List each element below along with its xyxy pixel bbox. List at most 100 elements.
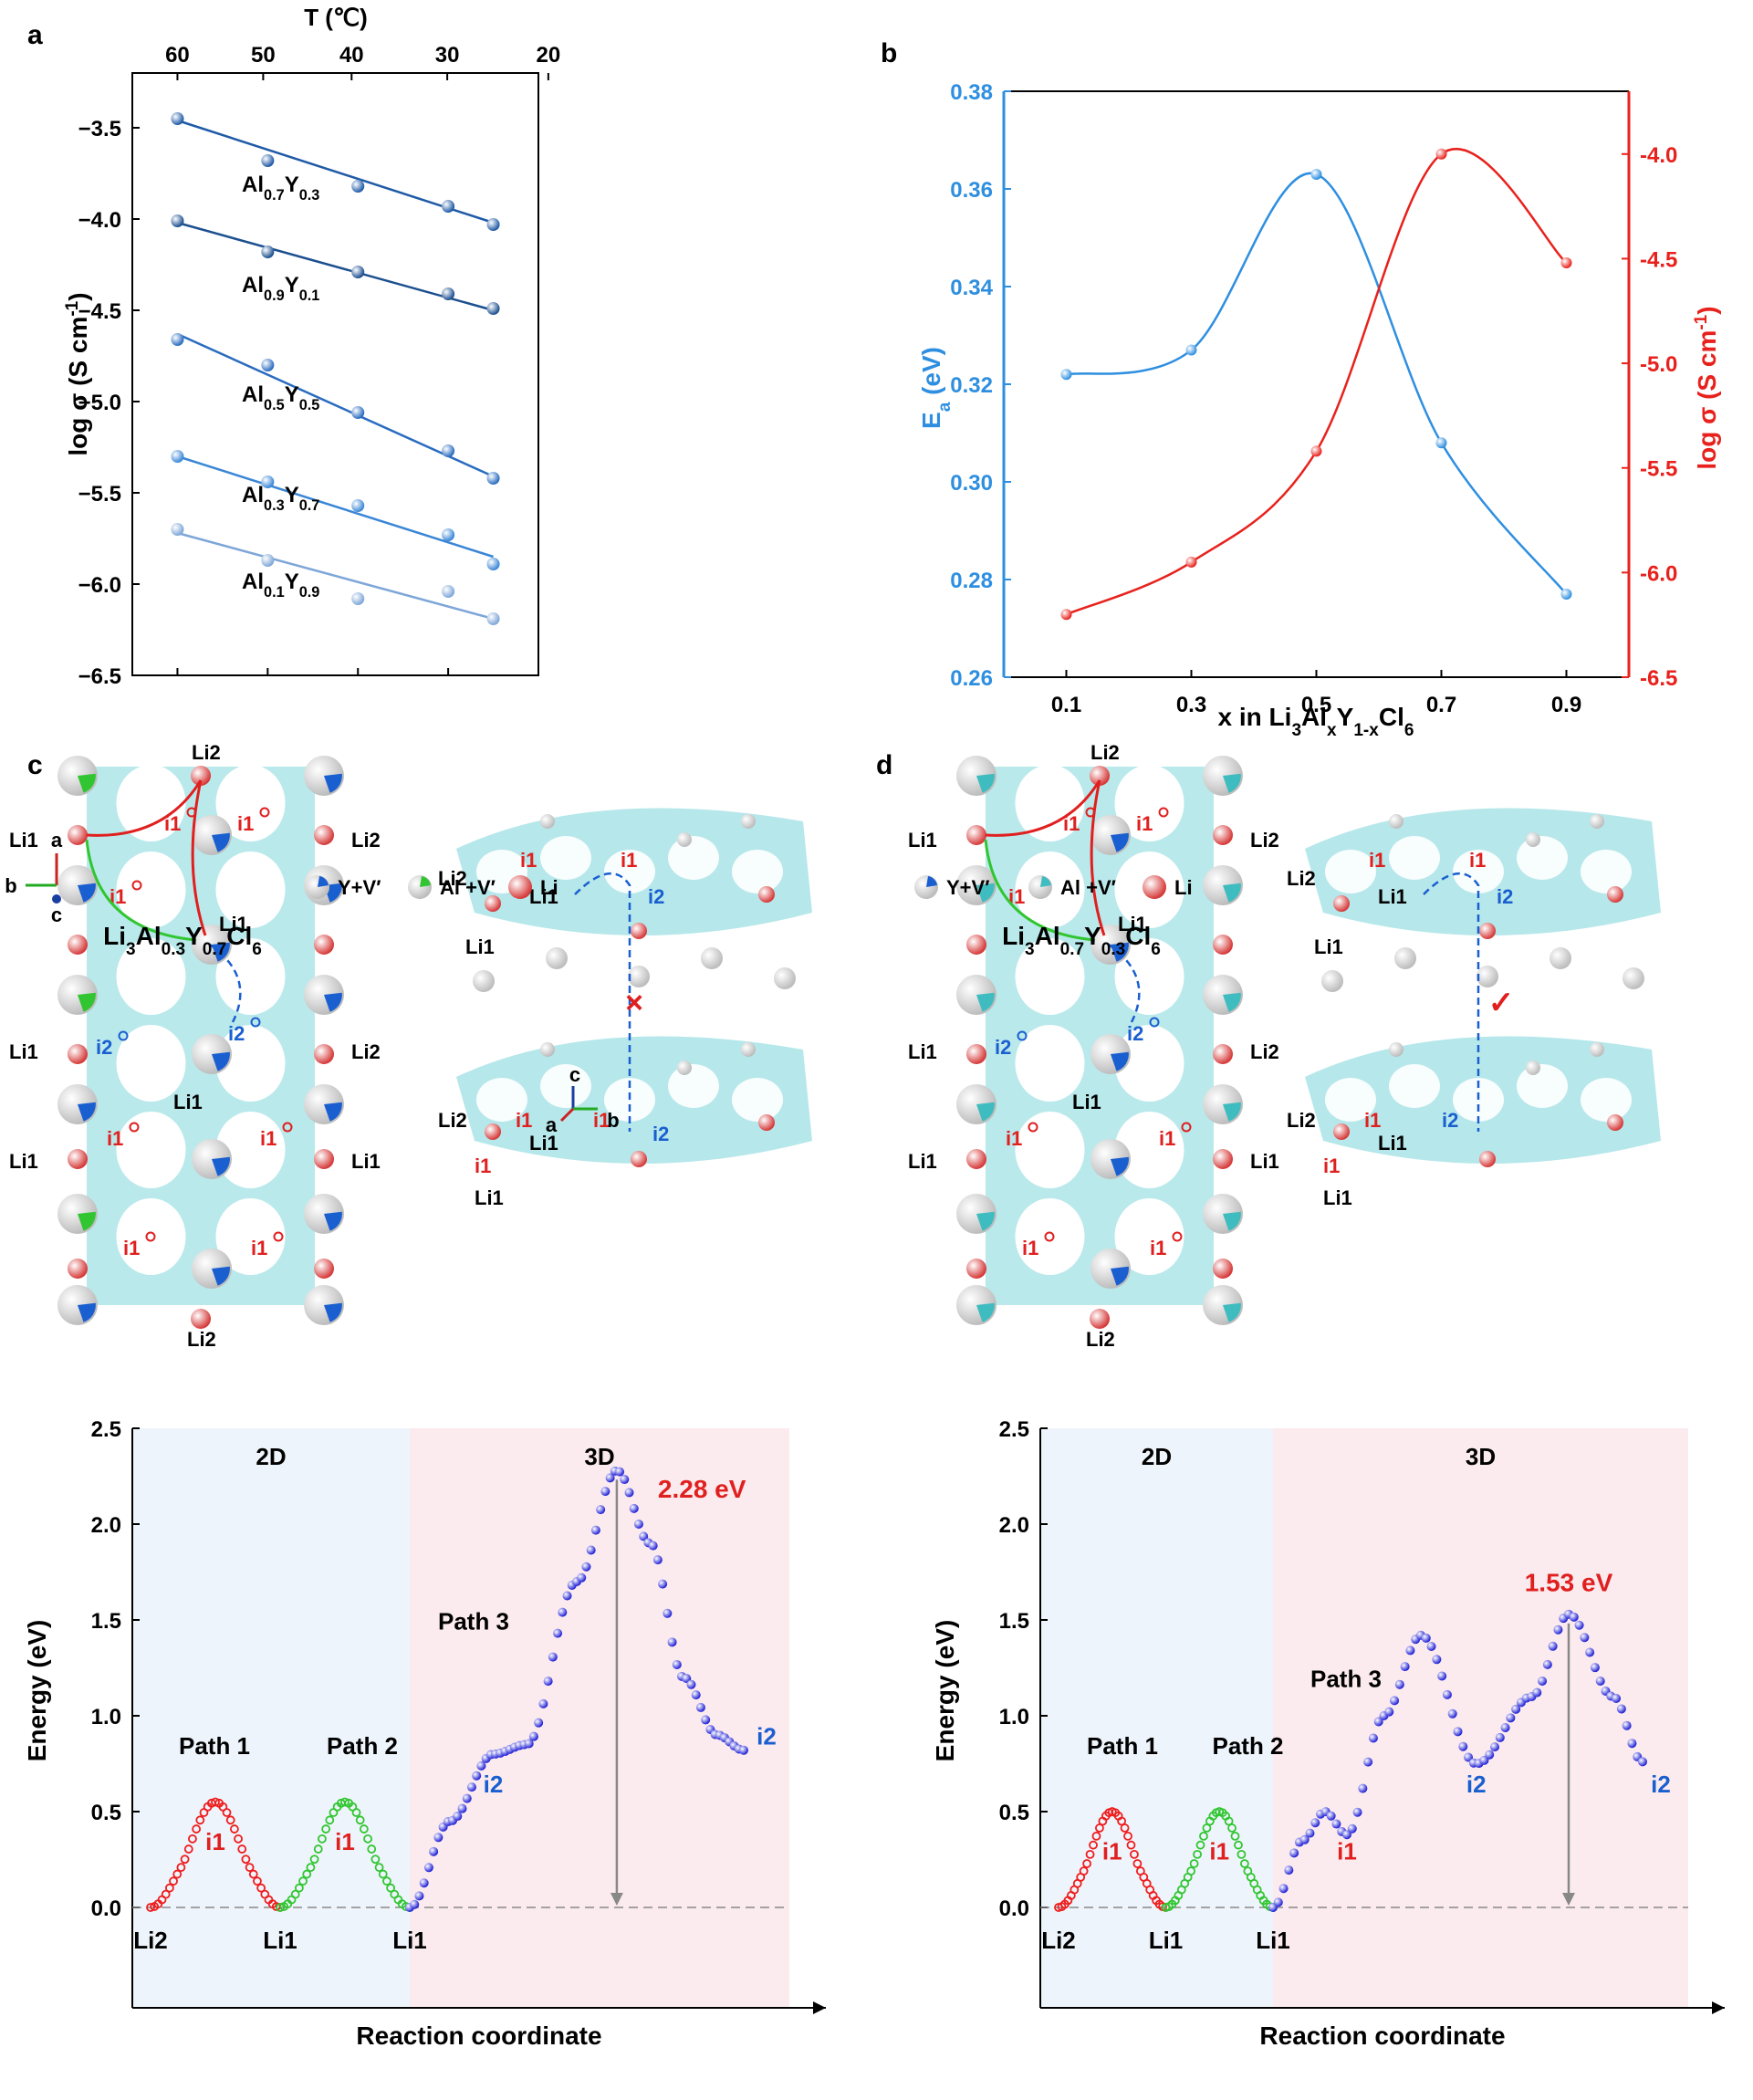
framework-cation — [540, 814, 555, 829]
site-label: Li1 — [263, 1927, 297, 1954]
path-3-point — [658, 1579, 668, 1589]
layer-channel — [1325, 1078, 1376, 1122]
interstitial-label: i1 — [1159, 1127, 1175, 1150]
y-left-tick-label: 0.34 — [950, 276, 993, 300]
view-label: Li1 — [529, 1132, 558, 1154]
path-3-point — [1347, 1823, 1357, 1834]
framework-hole — [1015, 1198, 1085, 1275]
site-label: Li2 — [351, 1040, 381, 1063]
interstitial-site — [1017, 1030, 1028, 1041]
x-axis-label: x in Li3AlxY1-xCl6 — [1218, 703, 1414, 740]
panel-label-a: a — [27, 20, 43, 50]
path-2-point — [321, 1824, 331, 1834]
li-site — [966, 1149, 986, 1169]
path-3-point — [577, 1572, 587, 1583]
framework-hole — [1015, 1112, 1085, 1188]
li-site — [68, 1259, 88, 1279]
site-label: Li1 — [173, 1091, 203, 1113]
path-3-point — [1574, 1620, 1584, 1630]
path-3-point — [581, 1562, 591, 1572]
framework-cation — [1389, 1042, 1403, 1057]
series-label-part: Y — [285, 273, 299, 298]
legend-swatch-wedge — [926, 876, 937, 887]
formula-label-part: Li — [103, 922, 126, 950]
series-label-part: 0.9 — [264, 287, 285, 304]
layer-channel — [604, 850, 655, 893]
li-site — [314, 1044, 334, 1064]
framework-hole — [215, 1198, 286, 1275]
path-3-point — [528, 1731, 538, 1741]
path-3-point — [1390, 1696, 1400, 1706]
data-point — [1435, 437, 1447, 449]
path-2-point — [325, 1815, 335, 1825]
framework-cation — [1590, 814, 1604, 829]
path-3-point — [672, 1659, 682, 1669]
view-label: Li1 — [529, 885, 558, 908]
cation-wedge — [78, 1102, 96, 1122]
y-right-tick-label: -6.5 — [1640, 666, 1677, 691]
y-left-tick-label: 0.38 — [950, 80, 993, 105]
formula-label-part: 0.3 — [1101, 940, 1125, 959]
cation-wedge — [1111, 832, 1129, 852]
framework-cation — [1476, 966, 1498, 987]
path-1-point — [229, 1824, 239, 1834]
y-left-axis-label: Ea (eV) — [917, 347, 955, 429]
path-3-point — [1342, 1830, 1351, 1840]
y-tick-label: −4.5 — [78, 299, 121, 324]
path-2-point — [1236, 1849, 1247, 1859]
mid-label: i2 — [1466, 1771, 1487, 1798]
li-site — [1213, 1259, 1233, 1279]
interstitial-label: i2 — [1127, 1022, 1143, 1045]
view-label: Li2 — [438, 1109, 467, 1132]
data-point — [1060, 369, 1072, 381]
framework-hole — [215, 1025, 286, 1102]
formula-label-part: Al — [136, 922, 162, 950]
y-tick-label: −5.5 — [78, 482, 121, 507]
path-2-point — [276, 1903, 285, 1912]
cation-wedge — [78, 883, 96, 903]
path-1-point — [183, 1844, 193, 1854]
series-label: Al0.3Y0.7 — [242, 483, 319, 514]
interstitial-site — [1181, 1122, 1192, 1133]
legend-label: Li — [1174, 876, 1193, 899]
path-3-point — [695, 1702, 705, 1712]
path-3-point — [1447, 1708, 1457, 1719]
interstitial-label: i1 — [251, 1237, 267, 1259]
cation-wedge — [78, 992, 96, 1012]
li-site — [1213, 1044, 1233, 1064]
data-point — [1185, 344, 1197, 356]
framework-hole — [116, 1198, 186, 1275]
x-tick-label: 3.1 — [253, 691, 283, 694]
y-axis-label: Energy (eV) — [23, 1620, 51, 1762]
view-label: i1 — [1323, 1154, 1340, 1177]
region-label-2d: 2D — [256, 1443, 286, 1470]
formula-label-part: 3 — [126, 940, 136, 959]
region-label-2d: 2D — [1142, 1443, 1172, 1470]
path-1-point — [176, 1863, 186, 1873]
path-3-point — [1500, 1723, 1510, 1733]
series-label-part: 0.3 — [299, 187, 320, 204]
path-3-point — [600, 1487, 610, 1497]
cation-wedge — [976, 773, 995, 793]
path-2-arrow — [984, 839, 1096, 942]
site-label: Li2 — [1041, 1927, 1076, 1954]
framework-cation — [540, 1042, 555, 1057]
path-1-point — [195, 1815, 205, 1825]
path-1-point — [1126, 1840, 1136, 1850]
path-1-point — [256, 1883, 266, 1893]
path-2-point — [359, 1824, 369, 1834]
series-label-part: 0.1 — [264, 584, 285, 601]
li-site — [1213, 935, 1233, 955]
blocked-mark: × — [625, 986, 643, 1020]
view-label: i1 — [1369, 849, 1385, 872]
path-3-point — [652, 1555, 663, 1565]
formula-label-part: 0.7 — [203, 940, 226, 959]
cation-wedge — [1111, 1156, 1129, 1176]
cation-wedge — [1223, 1211, 1241, 1231]
site-label: Li2 — [1090, 741, 1120, 764]
path-1-point — [225, 1815, 235, 1825]
view-label: i2 — [652, 1123, 669, 1145]
interlayer-path — [574, 872, 631, 1132]
path-3-point — [472, 1771, 482, 1781]
y-axis-label: Energy (eV) — [931, 1620, 959, 1762]
